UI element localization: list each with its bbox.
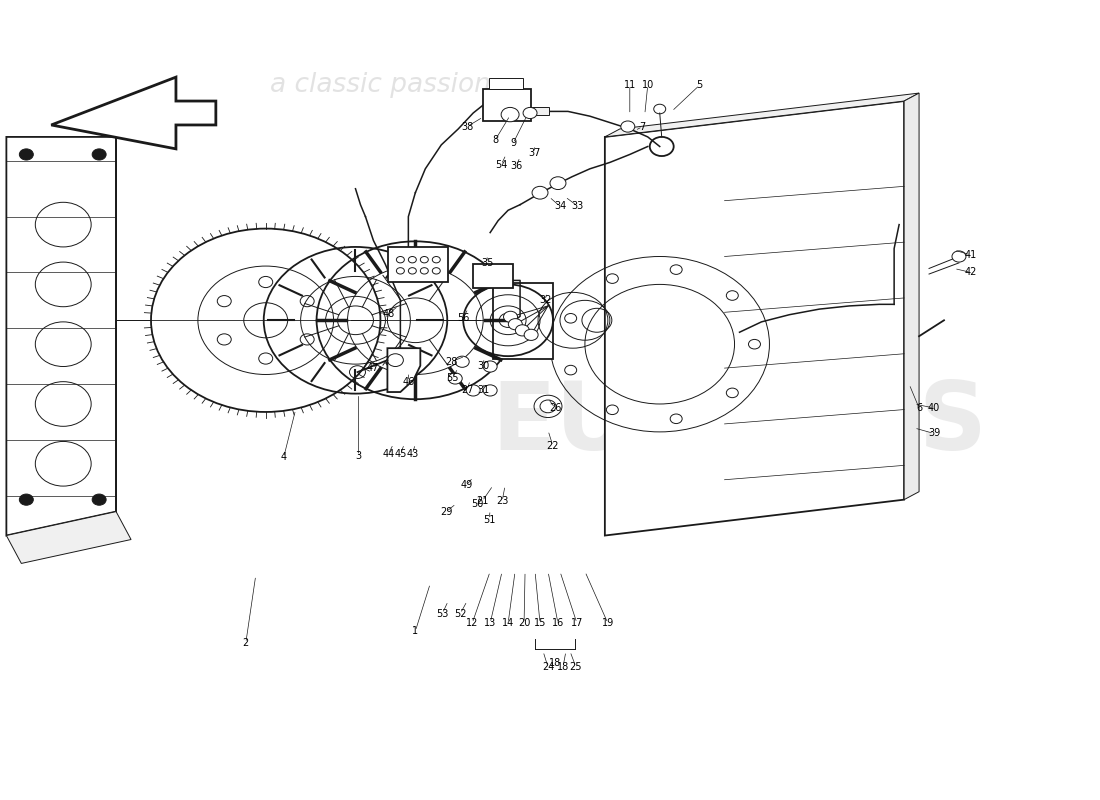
Circle shape: [92, 149, 106, 160]
Text: 18: 18: [557, 662, 569, 672]
Circle shape: [540, 400, 556, 413]
Circle shape: [524, 107, 537, 118]
Text: 32: 32: [539, 295, 551, 306]
Text: 1885: 1885: [689, 286, 890, 354]
Bar: [483, 89, 531, 121]
Text: 26: 26: [549, 403, 561, 413]
Circle shape: [508, 318, 522, 330]
Text: EUROPES: EUROPES: [492, 378, 988, 470]
Circle shape: [92, 494, 106, 506]
Circle shape: [483, 361, 497, 372]
Text: 18: 18: [549, 658, 561, 668]
Text: 54: 54: [495, 160, 507, 170]
Text: 43: 43: [406, 450, 418, 459]
Text: 16: 16: [552, 618, 564, 628]
Bar: [388, 247, 449, 282]
Circle shape: [466, 385, 481, 396]
Text: 42: 42: [965, 267, 977, 278]
Text: 46: 46: [403, 377, 415, 386]
Circle shape: [20, 149, 33, 160]
Text: 1: 1: [412, 626, 418, 636]
Circle shape: [483, 385, 497, 396]
Circle shape: [525, 330, 538, 341]
Circle shape: [455, 356, 470, 367]
Text: 15: 15: [534, 618, 547, 628]
Circle shape: [449, 373, 462, 384]
Text: 21: 21: [476, 496, 488, 506]
Text: 24: 24: [542, 662, 554, 672]
Bar: [490, 78, 524, 89]
Text: 10: 10: [641, 80, 653, 90]
Text: 13: 13: [484, 618, 496, 628]
Polygon shape: [904, 93, 920, 500]
Circle shape: [20, 494, 33, 506]
Circle shape: [952, 251, 966, 262]
Text: 14: 14: [502, 618, 514, 628]
Text: 8: 8: [492, 135, 498, 145]
Text: 56: 56: [456, 313, 470, 323]
Text: 20: 20: [518, 618, 530, 628]
Circle shape: [532, 186, 548, 199]
Text: 7: 7: [639, 122, 646, 131]
Polygon shape: [605, 101, 904, 535]
Text: 49: 49: [460, 480, 472, 490]
Text: 3: 3: [355, 451, 362, 461]
Polygon shape: [7, 137, 117, 535]
Text: 55: 55: [446, 373, 459, 382]
Circle shape: [550, 177, 566, 190]
Text: 39: 39: [928, 429, 940, 438]
Text: 40: 40: [928, 403, 940, 413]
Text: 11: 11: [624, 80, 636, 90]
Text: 22: 22: [547, 442, 559, 451]
Circle shape: [502, 107, 519, 122]
Text: 30: 30: [477, 361, 490, 370]
Text: 36: 36: [510, 162, 522, 171]
Text: 41: 41: [965, 250, 977, 260]
Bar: [473, 265, 513, 288]
Text: 17: 17: [571, 618, 583, 628]
Text: 12: 12: [466, 618, 478, 628]
Text: 19: 19: [602, 618, 614, 628]
Polygon shape: [52, 77, 216, 149]
Text: 51: 51: [483, 514, 495, 525]
Text: 5: 5: [696, 80, 703, 90]
Text: 29: 29: [440, 506, 452, 517]
Text: 48: 48: [383, 309, 395, 319]
Text: 45: 45: [394, 450, 407, 459]
Text: 9: 9: [510, 138, 516, 148]
Text: 35: 35: [481, 258, 493, 268]
Text: 27: 27: [461, 385, 473, 394]
Text: 53: 53: [436, 609, 449, 618]
Text: 34: 34: [553, 202, 566, 211]
Text: 44: 44: [383, 450, 395, 459]
Text: 23: 23: [496, 496, 508, 506]
Circle shape: [516, 325, 529, 336]
Text: 28: 28: [446, 357, 458, 366]
Text: 2: 2: [243, 638, 249, 648]
Polygon shape: [387, 348, 420, 392]
Text: 4: 4: [280, 452, 287, 462]
Text: 38: 38: [461, 122, 473, 131]
Text: 6: 6: [916, 403, 922, 413]
Text: 25: 25: [570, 662, 582, 672]
Text: 47: 47: [366, 363, 378, 373]
Text: 37: 37: [528, 148, 540, 158]
Circle shape: [504, 311, 517, 322]
Circle shape: [620, 121, 635, 132]
Bar: [493, 283, 553, 358]
Bar: [531, 106, 549, 114]
Polygon shape: [605, 93, 920, 137]
Text: 52: 52: [454, 609, 466, 618]
Text: a classic passion: a classic passion: [270, 72, 491, 98]
Text: 50: 50: [471, 498, 483, 509]
Polygon shape: [7, 512, 131, 563]
Text: 31: 31: [477, 385, 490, 394]
Text: 33: 33: [572, 202, 584, 211]
